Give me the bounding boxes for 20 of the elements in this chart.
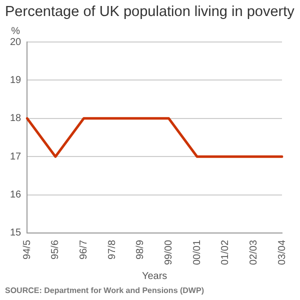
chart-title: Percentage of UK population living in poverty: [5, 4, 294, 20]
x-tick-label: 00/01: [192, 240, 203, 266]
y-tick-label: 20: [10, 36, 22, 48]
y-tick-label: 15: [10, 228, 22, 239]
x-tick-label: 98/9: [135, 240, 146, 260]
y-tick-label: 19: [10, 74, 22, 86]
y-tick-label: 16: [10, 190, 22, 201]
source-note: SOURCE: Department for Work and Pensions (DWP): [5, 286, 204, 295]
x-tick-label: 03/04: [276, 240, 288, 266]
x-tick-label: 01/02: [220, 240, 232, 266]
y-tick-label: 18: [10, 113, 22, 124]
y-tick-label: 17: [10, 151, 22, 162]
x-tick-label: 02/03: [248, 240, 260, 266]
x-axis-title: Years: [142, 270, 168, 282]
y-axis-title: %: [11, 26, 20, 37]
x-tick-label: 95/6: [50, 240, 62, 260]
x-tick-label: 94/5: [22, 240, 33, 260]
x-tick-label: 96/7: [78, 240, 90, 260]
x-tick-label: 97/8: [106, 240, 118, 260]
x-tick-label: 99/00: [163, 240, 174, 266]
